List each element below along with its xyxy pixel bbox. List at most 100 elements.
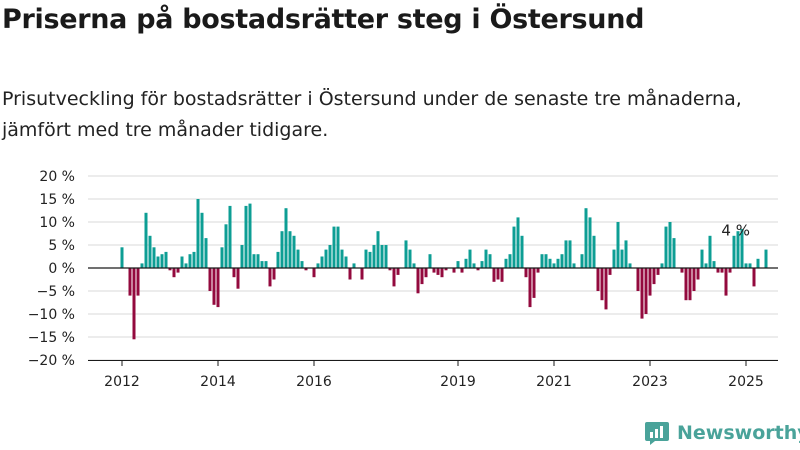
- bar: [332, 226, 336, 268]
- bar: [212, 268, 216, 305]
- bar: [620, 249, 624, 268]
- bar: [176, 268, 180, 273]
- bar: [648, 268, 652, 296]
- bar: [592, 235, 596, 268]
- bar: [196, 199, 200, 268]
- bar: [316, 263, 320, 268]
- bar: [452, 268, 456, 273]
- bar: [236, 268, 240, 289]
- x-tick-label: 2016: [296, 374, 332, 390]
- bar: [276, 251, 280, 268]
- bar: [392, 268, 396, 287]
- bar: [144, 212, 148, 268]
- bar: [568, 240, 572, 268]
- bar: [664, 226, 668, 268]
- bar: [404, 240, 408, 268]
- bar: [284, 208, 288, 268]
- bar: [684, 268, 688, 301]
- brand: Newsworthy: [644, 418, 800, 448]
- bar: [604, 268, 608, 310]
- bar: [220, 247, 224, 268]
- x-tick-label: 2021: [536, 374, 572, 390]
- bar: [352, 263, 356, 268]
- bar: [680, 268, 684, 273]
- bar: [636, 268, 640, 291]
- bar: [524, 268, 528, 278]
- bar: [376, 231, 380, 268]
- bar: [600, 268, 604, 301]
- bar: [244, 205, 248, 268]
- bar: [512, 226, 516, 268]
- y-tick-label: −10 %: [28, 307, 75, 323]
- bar: [652, 268, 656, 285]
- bar: [580, 254, 584, 268]
- bar: [240, 245, 244, 268]
- bar: [740, 228, 744, 268]
- bar: [132, 268, 136, 340]
- annotation-label: 4 %: [721, 222, 750, 240]
- bar: [304, 268, 308, 271]
- bar: [508, 254, 512, 268]
- bar: [120, 247, 124, 268]
- bar: [224, 224, 228, 268]
- bar: [140, 263, 144, 268]
- bar: [280, 231, 284, 268]
- bar: [584, 208, 588, 268]
- bar: [432, 268, 436, 273]
- bar: [468, 249, 472, 268]
- axes: [88, 267, 778, 366]
- y-tick-label: 20 %: [39, 169, 75, 185]
- bar: [540, 254, 544, 268]
- y-tick-label: 0 %: [48, 261, 75, 277]
- bar: [328, 245, 332, 268]
- bar: [744, 263, 748, 268]
- bar: [660, 263, 664, 268]
- bar: [128, 268, 132, 296]
- bar: [504, 258, 508, 268]
- bar: [756, 258, 760, 268]
- bar: [156, 256, 160, 268]
- bar: [372, 245, 376, 268]
- bar: [428, 254, 432, 268]
- bar: [192, 251, 196, 268]
- bar: [724, 268, 728, 296]
- bar: [200, 212, 204, 268]
- bar: [324, 249, 328, 268]
- x-tick-label: 2025: [728, 374, 764, 390]
- x-tick-label: 2012: [104, 374, 140, 390]
- bar: [444, 268, 448, 271]
- bar: [288, 231, 292, 268]
- bar: [712, 261, 716, 268]
- bar: [764, 249, 768, 268]
- bar: [136, 268, 140, 296]
- bar: [264, 261, 268, 268]
- bar: [168, 268, 172, 271]
- bar: [232, 268, 236, 278]
- bar: [396, 268, 400, 275]
- bar: [348, 268, 352, 280]
- bar: [164, 251, 168, 268]
- bar: [312, 268, 316, 278]
- bar: [228, 205, 232, 268]
- bar: [736, 231, 740, 268]
- bar: [340, 249, 344, 268]
- bar: [516, 217, 520, 268]
- bar: [344, 256, 348, 268]
- bar: [704, 263, 708, 268]
- bar: [184, 263, 188, 268]
- bar: [456, 261, 460, 268]
- bar-chart: 20 % 15 % 10 % 5 % 0 % −5 % −10 % −15 % −20 % 201…: [28, 169, 778, 390]
- bar: [608, 268, 612, 275]
- bar: [300, 261, 304, 268]
- bar: [148, 235, 152, 268]
- bar: [644, 268, 648, 314]
- bar: [536, 268, 540, 273]
- bar: [256, 254, 260, 268]
- y-tick-label: −20 %: [28, 353, 75, 369]
- x-tick-label: 2023: [632, 374, 668, 390]
- x-tick-label: 2014: [200, 374, 236, 390]
- bar: [464, 258, 468, 268]
- bar: [380, 245, 384, 268]
- bar: [272, 268, 276, 280]
- bar: [180, 256, 184, 268]
